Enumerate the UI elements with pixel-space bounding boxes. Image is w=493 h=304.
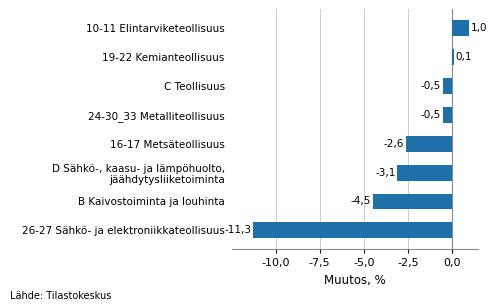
- Bar: [373, 194, 452, 209]
- X-axis label: Muutos, %: Muutos, %: [324, 274, 386, 287]
- Bar: [397, 165, 452, 181]
- Bar: [452, 20, 469, 36]
- Text: -2,6: -2,6: [384, 139, 404, 149]
- Bar: [443, 78, 452, 94]
- Bar: [443, 107, 452, 123]
- Text: -0,5: -0,5: [421, 110, 441, 120]
- Text: -0,5: -0,5: [421, 81, 441, 91]
- Text: -3,1: -3,1: [375, 168, 395, 178]
- Text: 0,1: 0,1: [456, 52, 472, 62]
- Text: Lähde: Tilastokeskus: Lähde: Tilastokeskus: [10, 291, 111, 301]
- Bar: [452, 49, 454, 65]
- Text: 1,0: 1,0: [471, 23, 488, 33]
- Bar: [406, 136, 452, 152]
- Text: -4,5: -4,5: [351, 196, 371, 206]
- Bar: [253, 223, 452, 238]
- Text: -11,3: -11,3: [224, 225, 251, 235]
